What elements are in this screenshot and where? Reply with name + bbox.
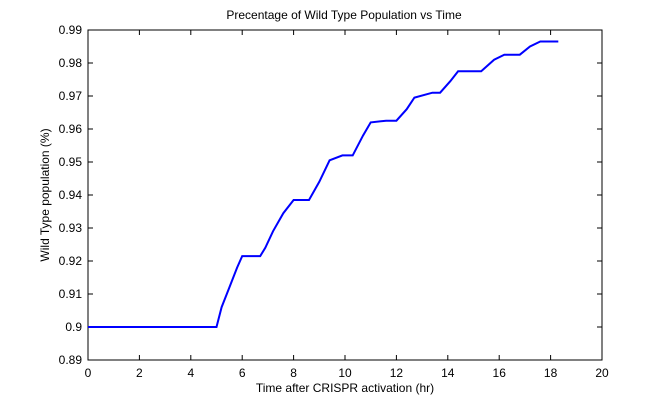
y-axis-label: Wild Type population (%) — [38, 128, 52, 261]
x-tick-label: 0 — [85, 366, 92, 380]
y-tick-label: 0.89 — [59, 353, 83, 367]
plot-area — [87, 29, 603, 361]
x-axis: 0 2 4 6 8 10 12 14 16 18 20 — [85, 30, 609, 380]
x-tick-label: 2 — [136, 366, 143, 380]
series-line — [88, 40, 559, 328]
x-tick-label: 20 — [595, 366, 609, 380]
x-tick-label: 8 — [290, 366, 297, 380]
y-tick-label: 0.94 — [59, 188, 83, 202]
chart-title: Precentage of Wild Type Population vs Ti… — [226, 8, 462, 22]
x-tick-label: 6 — [239, 366, 246, 380]
y-tick-label: 0.96 — [59, 122, 83, 136]
y-tick-label: 0.99 — [59, 23, 83, 37]
x-tick-label: 16 — [493, 366, 507, 380]
y-tick-label: 0.98 — [59, 56, 83, 70]
y-tick-label: 0.91 — [59, 287, 83, 301]
y-axis: 0.89 0.9 0.91 0.92 0.93 0.94 0.95 0.96 0.97 0.98 0… — [59, 23, 602, 367]
x-tick-label: 12 — [390, 366, 404, 380]
x-axis-label: Time after CRISPR activation (hr) — [256, 381, 434, 395]
y-tick-label: 0.93 — [59, 221, 83, 235]
y-tick-label: 0.97 — [59, 89, 83, 103]
y-tick-label: 0.95 — [59, 155, 83, 169]
y-tick-label: 0.92 — [59, 254, 83, 268]
x-tick-label: 4 — [187, 366, 194, 380]
x-tick-label: 18 — [544, 366, 558, 380]
y-tick-label: 0.9 — [65, 320, 82, 334]
x-tick-label: 14 — [441, 366, 455, 380]
x-tick-label: 10 — [338, 366, 352, 380]
